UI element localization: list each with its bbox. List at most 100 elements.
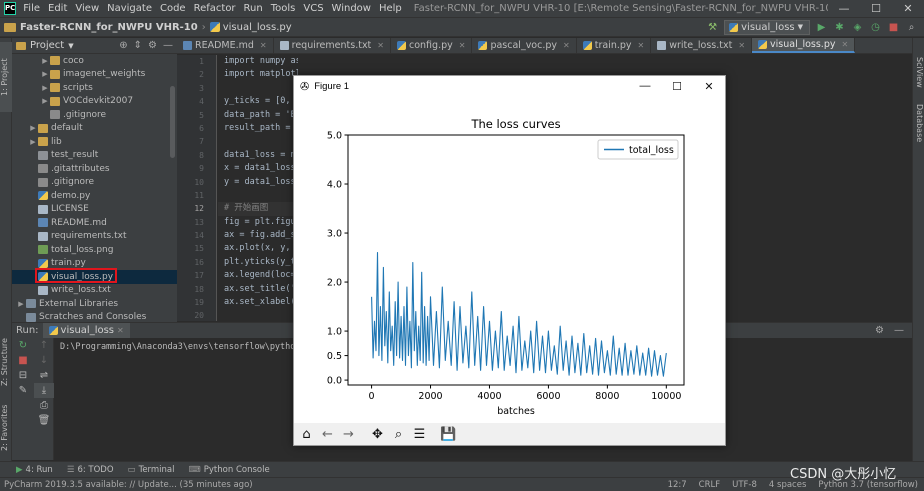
hide-icon[interactable]: — <box>894 325 904 336</box>
minimize-button[interactable]: — <box>838 1 850 15</box>
hammer-icon[interactable]: ⚒ <box>708 21 718 33</box>
close-tab-icon[interactable]: ✕ <box>259 41 267 50</box>
tree-item[interactable]: visual_loss.py <box>12 270 177 284</box>
stop-icon[interactable]: ■ <box>18 355 28 366</box>
pin-icon[interactable]: ✎ <box>18 385 28 396</box>
figure-close-button[interactable]: ✕ <box>704 81 714 93</box>
run-icon[interactable]: ▶ <box>817 21 826 33</box>
close-button[interactable]: ✕ <box>903 1 913 15</box>
tree-item[interactable]: demo.py <box>12 189 177 203</box>
search-everywhere-icon[interactable]: ⌕ <box>908 21 915 33</box>
run-config-select[interactable]: visual_loss ▼ <box>724 19 810 35</box>
tree-item[interactable]: test_result <box>12 149 177 163</box>
close-tab-icon[interactable]: ✕ <box>637 41 645 50</box>
menu-item-window[interactable]: Window <box>331 2 371 14</box>
tree-item[interactable]: ▶ coco <box>12 54 177 68</box>
favorites-tool-tab[interactable]: 2: Favorites <box>0 404 9 452</box>
tree-item[interactable]: write_loss.txt <box>12 284 177 298</box>
caret-position[interactable]: 12:7 <box>667 479 687 490</box>
close-tab-icon[interactable]: ✕ <box>841 40 849 49</box>
gear-icon[interactable]: ⚙ <box>875 325 884 336</box>
stop-icon[interactable]: ■ <box>888 21 899 33</box>
pan-icon[interactable]: ✥ <box>372 426 383 442</box>
close-tab-icon[interactable]: ✕ <box>117 326 124 335</box>
collapse-all-icon[interactable]: ⇕ <box>133 40 143 51</box>
tree-item[interactable]: Scratches and Consoles <box>12 311 177 325</box>
editor-tab[interactable]: train.py ✕ <box>577 38 652 53</box>
zoom-icon[interactable]: ⌕ <box>394 426 403 442</box>
up-arrow-icon[interactable]: ↑ <box>39 340 49 351</box>
project-panel-title[interactable]: Project <box>30 40 65 51</box>
editor-tab[interactable]: write_loss.txt ✕ <box>651 38 753 53</box>
tree-item[interactable]: ▶ default <box>12 122 177 136</box>
gear-icon[interactable]: ⚙ <box>148 40 157 51</box>
line-separator[interactable]: CRLF <box>698 479 721 490</box>
chevron-right-icon[interactable]: ▶ <box>42 97 48 106</box>
profile-icon[interactable]: ◷ <box>871 21 880 33</box>
hide-icon[interactable]: — <box>163 40 173 51</box>
tree-item[interactable]: train.py <box>12 257 177 271</box>
print-icon[interactable]: ⎙ <box>40 400 48 411</box>
menu-item-vcs[interactable]: VCS <box>303 2 324 14</box>
menu-item-file[interactable]: File <box>23 2 41 14</box>
project-tool-tab[interactable]: 1: Project <box>0 42 12 112</box>
tree-item[interactable]: ▶ scripts <box>12 81 177 95</box>
editor-tab[interactable]: requirements.txt ✕ <box>274 38 391 53</box>
bottom-tool-4-run[interactable]: ▶ 4: Run <box>16 465 53 475</box>
breadcrumb-file[interactable]: visual_loss.py <box>209 22 292 33</box>
tree-item[interactable]: requirements.txt <box>12 230 177 244</box>
tree-item[interactable]: ▶ lib <box>12 135 177 149</box>
figure-canvas[interactable]: The loss curves batches 0 2000 4000 6000 800… <box>294 97 725 423</box>
tree-item[interactable]: ▶ VOCdevkit2007 <box>12 95 177 109</box>
file-encoding[interactable]: UTF-8 <box>732 479 757 490</box>
back-icon[interactable]: ← <box>322 426 333 442</box>
tree-item[interactable]: ▶ imagenet_weights <box>12 68 177 82</box>
debug-icon[interactable]: ✱ <box>835 21 844 33</box>
breadcrumb-project[interactable]: Faster-RCNN_for_NWPU VHR-10 <box>0 22 198 33</box>
menu-item-help[interactable]: Help <box>378 2 402 14</box>
structure-tool-tab[interactable]: Z: Structure <box>0 338 9 386</box>
tree-item[interactable]: .gitignore <box>12 108 177 122</box>
chevron-right-icon[interactable]: ▶ <box>42 56 48 65</box>
chevron-right-icon[interactable]: ▶ <box>18 299 24 308</box>
sciview-tool-tab[interactable]: SciView <box>915 56 924 88</box>
figure-maximize-button[interactable]: ☐ <box>672 81 682 93</box>
code-editor[interactable]: import numpy as np import matplotlib.pypl… <box>218 55 298 321</box>
status-message[interactable]: PyCharm 2019.3.5 available: // Update...… <box>4 479 253 490</box>
close-tab-icon[interactable]: ✕ <box>458 41 466 50</box>
database-tool-tab[interactable]: Database <box>915 103 924 143</box>
bottom-tool-terminal[interactable]: ▭ Terminal <box>128 465 175 475</box>
forward-icon[interactable]: → <box>343 426 354 442</box>
coverage-icon[interactable]: ◈ <box>853 21 862 33</box>
menu-item-navigate[interactable]: Navigate <box>107 2 152 14</box>
editor-tab[interactable]: visual_loss.py ✕ <box>752 38 856 53</box>
editor-tab[interactable]: config.py ✕ <box>391 38 473 53</box>
editor-tab[interactable]: README.md ✕ <box>177 38 274 53</box>
down-arrow-icon[interactable]: ↓ <box>39 355 49 366</box>
soft-wrap-icon[interactable]: ⇌ <box>39 370 49 381</box>
project-scrollbar[interactable] <box>170 86 175 158</box>
menu-item-view[interactable]: View <box>75 2 100 14</box>
bottom-tool-6-todo[interactable]: ☰ 6: TODO <box>67 465 114 475</box>
tree-item[interactable]: .gitignore <box>12 176 177 190</box>
chevron-right-icon[interactable]: ▶ <box>30 124 36 133</box>
figure-minimize-button[interactable]: — <box>639 80 651 92</box>
menu-item-tools[interactable]: Tools <box>270 2 296 14</box>
locate-icon[interactable]: ⊕ <box>119 40 128 51</box>
maximize-button[interactable]: ☐ <box>871 1 881 15</box>
scroll-to-end-icon[interactable]: ⤓ <box>34 383 54 398</box>
layout-icon[interactable]: ⊟ <box>18 370 28 381</box>
chevron-right-icon[interactable]: ▶ <box>30 137 36 146</box>
chevron-down-icon[interactable]: ▼ <box>68 41 74 50</box>
interpreter-setting[interactable]: Python 3.7 (tensorflow) <box>818 479 918 490</box>
indent-setting[interactable]: 4 spaces <box>768 479 807 490</box>
tree-item[interactable]: total_loss.png <box>12 243 177 257</box>
bottom-tool-python-console[interactable]: ⌨ Python Console <box>189 465 270 475</box>
configure-subplots-icon[interactable]: ☰ <box>413 426 426 442</box>
tree-item[interactable]: LICENSE <box>12 203 177 217</box>
close-tab-icon[interactable]: ✕ <box>377 41 384 50</box>
close-tab-icon[interactable]: ✕ <box>563 41 570 50</box>
menu-item-refactor[interactable]: Refactor <box>193 2 236 14</box>
menu-item-edit[interactable]: Edit <box>48 2 68 14</box>
chevron-right-icon[interactable]: ▶ <box>42 70 48 79</box>
